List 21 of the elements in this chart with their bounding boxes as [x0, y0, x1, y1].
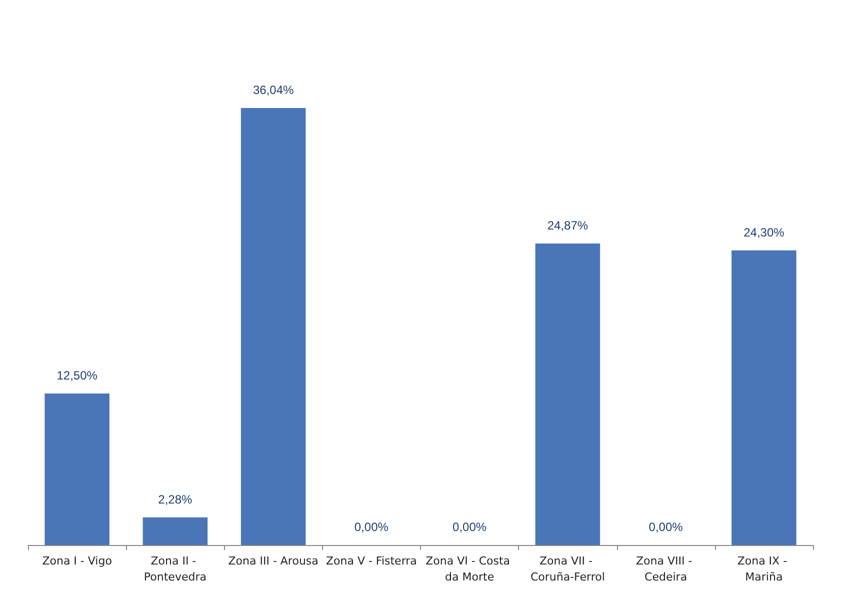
data-label: 0,00%	[354, 520, 389, 534]
bar	[732, 250, 796, 545]
data-label: 0,00%	[648, 520, 684, 534]
data-label: 24,30%	[744, 225, 785, 240]
x-tick-label: Zona III - Arousa	[228, 554, 318, 568]
data-label: 24,87%	[547, 218, 588, 232]
x-tick-label: Zona IX - Mariña	[737, 554, 791, 584]
bar	[240, 108, 306, 545]
x-tick-label: Zona VI - Costa da Morte	[426, 554, 514, 584]
x-tick-label: Zona I - Vigo	[42, 554, 112, 568]
bar	[142, 517, 208, 545]
x-tick-label: Zona VII - Coruña-Ferrol	[530, 554, 605, 584]
data-label: 0,00%	[452, 520, 487, 534]
x-tick-label: Zona VIII - Cedeira	[636, 554, 696, 584]
data-label: 2,28%	[158, 492, 193, 506]
data-label: 36,04%	[252, 83, 294, 98]
bar	[44, 393, 110, 545]
data-label: 12,50%	[56, 368, 98, 382]
x-tick-label: Zona II - Pontevedra	[144, 554, 206, 584]
x-tick-label: Zona V - Fisterra	[326, 554, 417, 568]
bar	[535, 243, 600, 545]
